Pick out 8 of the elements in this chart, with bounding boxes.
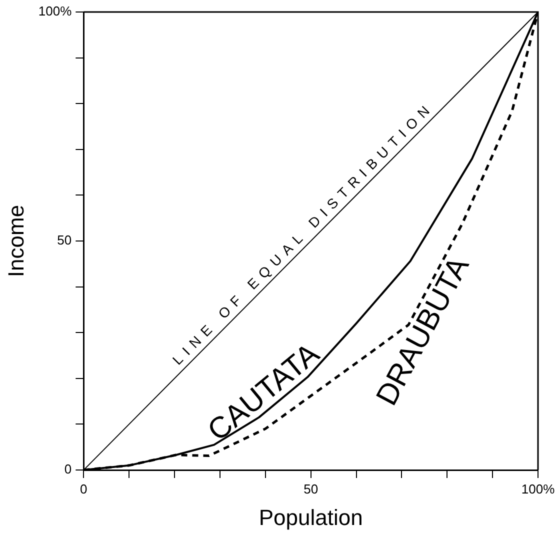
x-tick-label: 0 [80,481,88,496]
y-axis-title: Income [3,204,28,278]
x-tick-label: 100% [521,481,556,496]
x-tick-label: 50 [304,481,318,496]
y-tick-label: 0 [64,462,72,477]
y-tick-label: 50 [57,232,72,248]
y-tick-label: 100% [38,4,72,19]
x-axis-title: Population [258,504,363,530]
